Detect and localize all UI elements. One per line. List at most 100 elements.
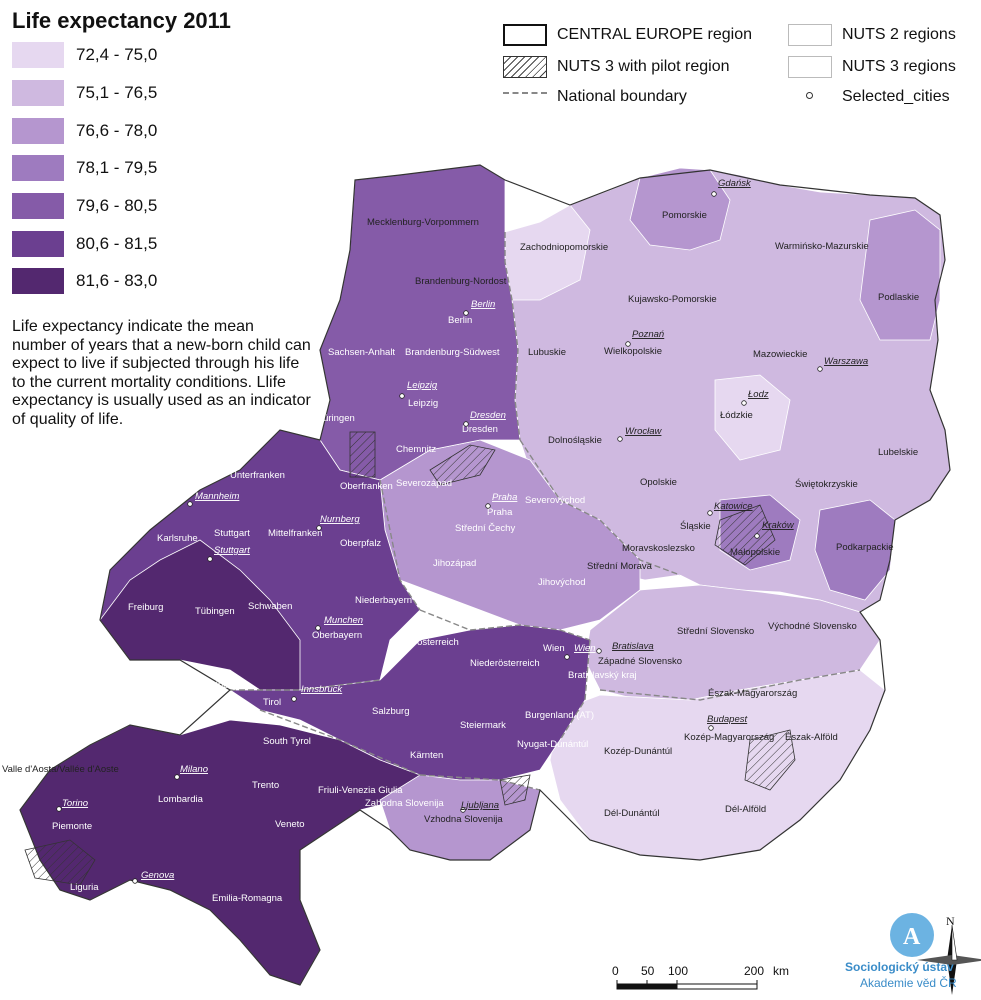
nuts3-key-swatch — [788, 56, 832, 78]
national-boundaries — [230, 232, 861, 791]
svg-text:A: A — [903, 924, 921, 950]
pilot-region-shape — [714, 504, 776, 566]
region-label: Észak-Magyarország — [708, 688, 797, 699]
region-label: Oberösterreich — [396, 637, 459, 648]
region-label: Pomorskie — [662, 210, 707, 221]
scale-bar — [616, 980, 758, 990]
city-label: Gdańsk — [718, 178, 752, 189]
region-label: Lubelskie — [878, 447, 918, 458]
legend-label: 72,4 - 75,0 — [76, 45, 158, 64]
region-label: Střední Morava — [587, 561, 653, 572]
region-label: Jihozápad — [433, 558, 476, 569]
national-boundary-key-label: National boundary — [557, 88, 687, 105]
region-label: Freiburg — [128, 602, 163, 613]
city-label: Budapest — [707, 714, 748, 725]
pilot-key-label: NUTS 3 with pilot region — [557, 58, 730, 75]
region-label: South Tyrol — [263, 736, 311, 747]
city-label: Poznań — [632, 329, 664, 340]
pilot-regions — [24, 431, 796, 886]
region-czech — [379, 439, 641, 631]
pilot-region-shape — [24, 839, 96, 886]
region-label: Małopolskie — [730, 547, 780, 558]
city-label: Innsbruck — [301, 684, 343, 695]
cities-key-label: Selected_cities — [842, 88, 950, 105]
map-title: Life expectancy 2011 — [12, 8, 231, 33]
region-label: Severozápad — [396, 478, 452, 489]
region-label: Dolnośląskie — [548, 435, 602, 446]
legend-label: 76,6 - 78,0 — [76, 121, 158, 140]
region-label: Mittelfranken — [268, 528, 322, 539]
institute-logo-icon: A — [890, 913, 934, 957]
region-label: Schwaben — [248, 601, 292, 612]
region-label: Vzhodna Slovenija — [424, 814, 503, 825]
region-label: Severovýchod — [525, 495, 585, 506]
region-label: Tübingen — [195, 606, 235, 617]
region-label: Moravskoslezsko — [622, 543, 695, 554]
region-podkarpackie — [814, 499, 896, 601]
city-label: Praha — [492, 492, 517, 503]
scale-tick: 50 — [641, 964, 655, 978]
region-label: Západné Slovensko — [598, 656, 682, 667]
region-label: Mazowieckie — [753, 349, 807, 360]
city-label: Wrocław — [625, 426, 663, 437]
region-label: Liguria — [70, 882, 99, 893]
region-label: Thüringen — [312, 413, 355, 424]
region-label: Karlsruhe — [157, 533, 198, 544]
region-label: Lubuskie — [528, 347, 566, 358]
city-label: Dresden — [470, 410, 506, 421]
region-label: Brandenburg-Nordost — [415, 276, 507, 287]
scale-unit: km — [773, 964, 789, 978]
institute-sub: Akademie věd ČR — [860, 976, 957, 990]
legend-label: 80,6 - 81,5 — [76, 234, 158, 253]
region-label: Salzburg — [372, 706, 410, 717]
region-podlaskie — [859, 209, 941, 341]
city-label: Katowice — [714, 501, 753, 512]
city-label: Kraków — [762, 520, 795, 531]
city-label: Ljubljana — [461, 800, 499, 811]
legend-swatch — [12, 231, 64, 257]
region-label: Kozép-Magyarország — [684, 732, 774, 743]
legend-swatch — [12, 80, 64, 106]
scale-tick: 100 — [668, 964, 689, 978]
legend-label: 79,6 - 80,5 — [76, 196, 158, 215]
north-label: N — [946, 914, 955, 928]
region-label: Friuli-Venezia Giulia — [318, 785, 403, 796]
scale-tick: 200 — [744, 964, 765, 978]
region-label: Brandenburg-Südwest — [405, 347, 500, 358]
legend-label: 78,1 - 79,5 — [76, 158, 158, 177]
region-label: Stuttgart — [214, 528, 250, 539]
central-europe-key-label: CENTRAL EUROPE region — [557, 26, 753, 43]
region-label: Vorarlberg — [193, 680, 237, 691]
region-label: Nyugat-Dunántúl — [517, 739, 588, 750]
region-label: Valle d'Aosta/Vallée d'Aoste — [2, 764, 119, 775]
region-label: Leipzig — [408, 398, 438, 409]
legend-swatch — [12, 42, 64, 68]
region-label: Veneto — [275, 819, 305, 830]
region-label: Dél-Dunántúl — [604, 808, 659, 819]
legend-swatch — [12, 268, 64, 294]
city-label: Nurnberg — [320, 514, 360, 525]
legend-swatch — [12, 193, 64, 219]
region-label: Trento — [252, 780, 279, 791]
region-label: Zahodna Slovenija — [365, 798, 444, 809]
city-label: Genova — [141, 870, 174, 881]
region-label: Chemnitz — [396, 444, 436, 455]
region-label: Warmińsko-Mazurskie — [775, 241, 869, 252]
city-label: Mannheim — [195, 491, 239, 502]
nuts2-key-label: NUTS 2 regions — [842, 26, 956, 43]
region-label: Steiermark — [460, 720, 506, 731]
region-label: Opolskie — [640, 477, 677, 488]
region-label: Sachsen-Anhalt — [328, 347, 395, 358]
city-key-icon — [806, 92, 813, 99]
region-label: Střední Čechy — [455, 523, 515, 534]
region-label: Piemonte — [52, 821, 92, 832]
region-label: Tirol — [263, 697, 281, 708]
region-label: Śląskie — [680, 520, 711, 532]
region-label: Unterfranken — [230, 470, 285, 481]
city-label: Milano — [180, 764, 208, 775]
region-pomorskie — [629, 167, 731, 251]
region-label: Východné Slovensko — [768, 621, 857, 632]
pilot-region-shape — [744, 729, 796, 791]
pilot-region-shape — [499, 774, 531, 806]
